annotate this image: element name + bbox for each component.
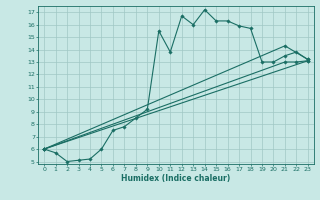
- X-axis label: Humidex (Indice chaleur): Humidex (Indice chaleur): [121, 174, 231, 183]
